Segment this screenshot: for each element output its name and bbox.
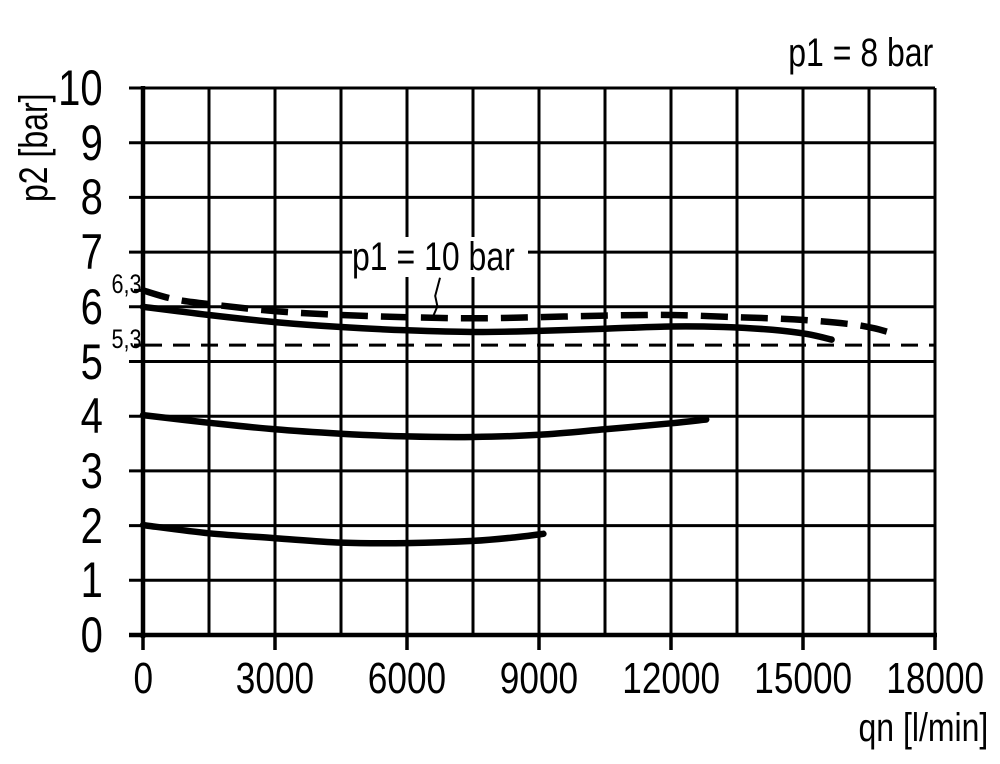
- x-tick-label-12000: 12000: [622, 654, 720, 703]
- x-tick-label-9000: 9000: [499, 654, 579, 703]
- y-tick-label-10: 10: [58, 60, 104, 116]
- curve-middle-solid-setting-4bar: [139, 411, 710, 441]
- gridlines: [129, 86, 937, 635]
- x-tick-label-0: 0: [133, 654, 153, 703]
- y-tick-label-0: 0: [80, 607, 103, 663]
- y-tick-label-5: 5: [80, 333, 103, 390]
- curve-upper-solid-p1-8bar: [139, 303, 835, 343]
- x-tick-label-3000: 3000: [235, 654, 315, 703]
- y-tick-label-6: 6: [80, 278, 103, 335]
- x-axis-title: qn [l/min]: [826, 707, 988, 749]
- annotation-p1-8bar: p1 = 8 bar: [752, 32, 933, 74]
- annotation-leader-line: [432, 277, 441, 317]
- x-tick-label-18000: 18000: [886, 654, 984, 703]
- curve-lower-solid-setting-2bar: [139, 521, 547, 547]
- axes: [129, 86, 937, 650]
- y-extra-tick-label-6-3: 6,3: [111, 269, 142, 300]
- x-tick-label-6000: 6000: [367, 654, 447, 703]
- curve-upper-dashed-p1-10bar: [142, 287, 897, 338]
- y-tick-label-2: 2: [80, 497, 103, 554]
- y-tick-label-8: 8: [80, 169, 103, 226]
- annotation-p1-10bar-text: p1 = 10 bar: [352, 235, 515, 279]
- y-extra-tick-label-5-3: 5,3: [111, 324, 142, 355]
- x-axis-title-text: qn [l/min]: [858, 706, 988, 750]
- y-tick-label-9: 9: [80, 114, 103, 171]
- y-tick-label-3: 3: [80, 442, 103, 499]
- y-tick-label-1: 1: [80, 552, 103, 609]
- annotation-p1-10bar: p1 = 10 bar: [352, 237, 528, 277]
- annotation-p1-8bar-text: p1 = 8 bar: [788, 31, 933, 75]
- y-tick-label-4: 4: [80, 388, 103, 445]
- y-tick-label-7: 7: [80, 224, 103, 281]
- x-tick-label-15000: 15000: [754, 654, 852, 703]
